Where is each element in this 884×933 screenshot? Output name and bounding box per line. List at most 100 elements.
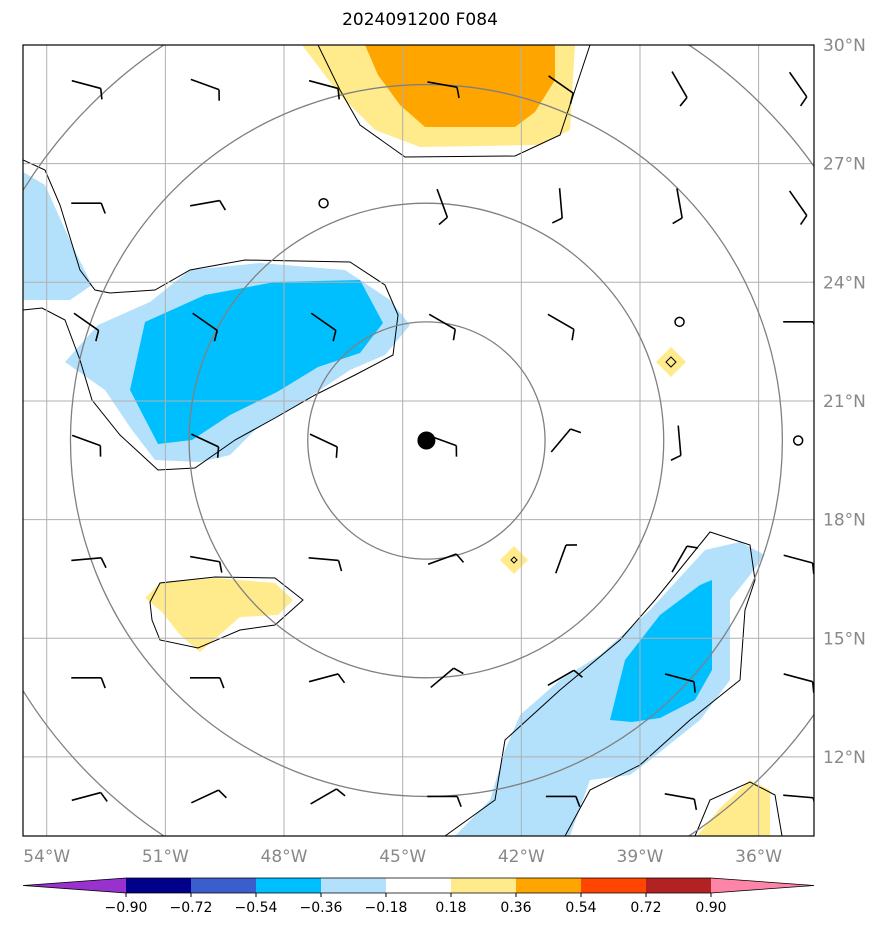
contours xyxy=(23,45,783,836)
range-ring xyxy=(69,83,784,798)
range-ring xyxy=(188,202,665,679)
map-title: 2024091200 F084 xyxy=(342,10,498,30)
longitude-label: 45°W xyxy=(379,847,426,867)
colorbar-bin xyxy=(126,878,192,893)
map-frame xyxy=(22,44,815,837)
wind-barb xyxy=(71,791,108,802)
wind-barb xyxy=(664,673,696,693)
contour-southeast-corner xyxy=(694,781,783,836)
colorbar-tick-label: 0.18 xyxy=(435,900,466,916)
positive-area-southwest xyxy=(145,578,293,652)
range-ring xyxy=(307,321,546,560)
wind-barb xyxy=(71,434,102,457)
colorbar-tick-label: 0.90 xyxy=(695,900,726,916)
longitude-label: 54°W xyxy=(23,847,70,867)
latitude-label: 18°N xyxy=(823,511,866,531)
colorbar-bin xyxy=(191,878,257,893)
wind-barb xyxy=(550,428,582,453)
contour-southeast xyxy=(444,531,756,836)
wind-barb xyxy=(436,188,449,226)
wind-barb xyxy=(310,312,337,342)
latitude-label: 15°N xyxy=(823,629,866,649)
wind-barbs xyxy=(71,71,814,811)
colorbar-tick-label: 0.36 xyxy=(500,900,531,916)
colorbar-tick-label: 0.54 xyxy=(565,900,596,916)
wind-barb xyxy=(71,202,106,214)
longitude-label: 48°W xyxy=(261,847,308,867)
wind-barb xyxy=(554,544,578,574)
wind-barb xyxy=(308,673,346,684)
colorbar-bin xyxy=(646,878,712,893)
positive-area-small-east xyxy=(656,347,686,377)
wind-barb xyxy=(427,795,462,808)
wind-barb xyxy=(788,190,808,226)
longitude-label: 51°W xyxy=(142,847,189,867)
colorbar-bin xyxy=(256,878,322,893)
wind-barb xyxy=(308,557,343,572)
latitude-label: 27°N xyxy=(823,155,866,175)
wind-barb xyxy=(427,553,465,566)
colorbar-tick-label: −0.18 xyxy=(365,900,408,916)
colorbar-tick-label: −0.54 xyxy=(235,900,278,916)
wind-barb xyxy=(310,788,346,805)
wind-barb xyxy=(190,789,227,804)
wind-barb xyxy=(548,75,574,105)
wind-barb xyxy=(671,71,688,107)
storm-center-dot xyxy=(417,431,436,450)
positive-area-southeast-corner xyxy=(697,780,770,836)
longitude-label: 36°W xyxy=(735,847,782,867)
wind-barb xyxy=(547,669,583,686)
wind-barb xyxy=(545,795,581,808)
contour-southwest xyxy=(149,576,304,649)
wind-barb xyxy=(73,312,100,342)
colorbar-bin xyxy=(451,878,517,893)
colorbar-under-arrow xyxy=(23,878,126,893)
latitude-label: 24°N xyxy=(823,273,866,293)
wind-barb xyxy=(190,555,223,573)
latitude-label: 12°N xyxy=(823,748,866,768)
latitude-labels: 30°N 27°N 24°N 21°N 18°N 15°N 12°N xyxy=(823,36,866,768)
colorbar xyxy=(22,877,815,894)
colorbar-bin xyxy=(386,878,452,893)
calm-wind-marker xyxy=(318,197,329,209)
wind-barb xyxy=(672,188,683,225)
wind-barb xyxy=(71,557,107,569)
contour-west xyxy=(23,159,399,471)
wind-barb xyxy=(71,79,103,100)
longitude-label: 39°W xyxy=(617,847,664,867)
wind-barb xyxy=(71,676,106,689)
colorbar-over-arrow xyxy=(711,878,814,893)
negative-core-northwest xyxy=(130,280,383,444)
wind-barb xyxy=(309,433,338,458)
wind-barb xyxy=(551,188,563,224)
graticule xyxy=(23,45,814,836)
latitude-label: 21°N xyxy=(823,392,866,412)
longitude-labels: 54°W 51°W 48°W 45°W 42°W 39°W 36°W xyxy=(23,847,782,867)
wind-barb xyxy=(664,793,698,811)
wind-barb xyxy=(190,78,220,101)
wind-barb xyxy=(671,545,699,573)
wind-barb xyxy=(308,79,340,100)
colorbar-bin xyxy=(581,878,647,893)
storm-center-marker xyxy=(417,431,436,450)
wind-barb xyxy=(192,312,218,342)
wind-barb xyxy=(190,433,220,458)
colorbar-bin xyxy=(321,878,387,893)
negative-area-west-edge xyxy=(23,172,92,300)
colorbar-tick-label: 0.72 xyxy=(630,900,661,916)
wind-barb xyxy=(547,313,575,341)
longitude-label: 42°W xyxy=(498,847,545,867)
calm-wind-marker xyxy=(792,435,804,446)
colorbar-tick-label: −0.36 xyxy=(300,900,343,916)
wind-barb xyxy=(670,425,682,461)
colorbar-tick-labels: −0.90 −0.72 −0.54 −0.36 −0.18 0.18 0.36 0.54 0.7… xyxy=(105,893,727,916)
shaded-fields xyxy=(23,45,770,836)
wind-barb xyxy=(428,313,457,341)
wind-barb xyxy=(788,71,808,107)
colorbar-tick-label: −0.90 xyxy=(105,900,148,916)
wind-barb xyxy=(427,81,460,99)
wind-barb xyxy=(430,667,464,689)
